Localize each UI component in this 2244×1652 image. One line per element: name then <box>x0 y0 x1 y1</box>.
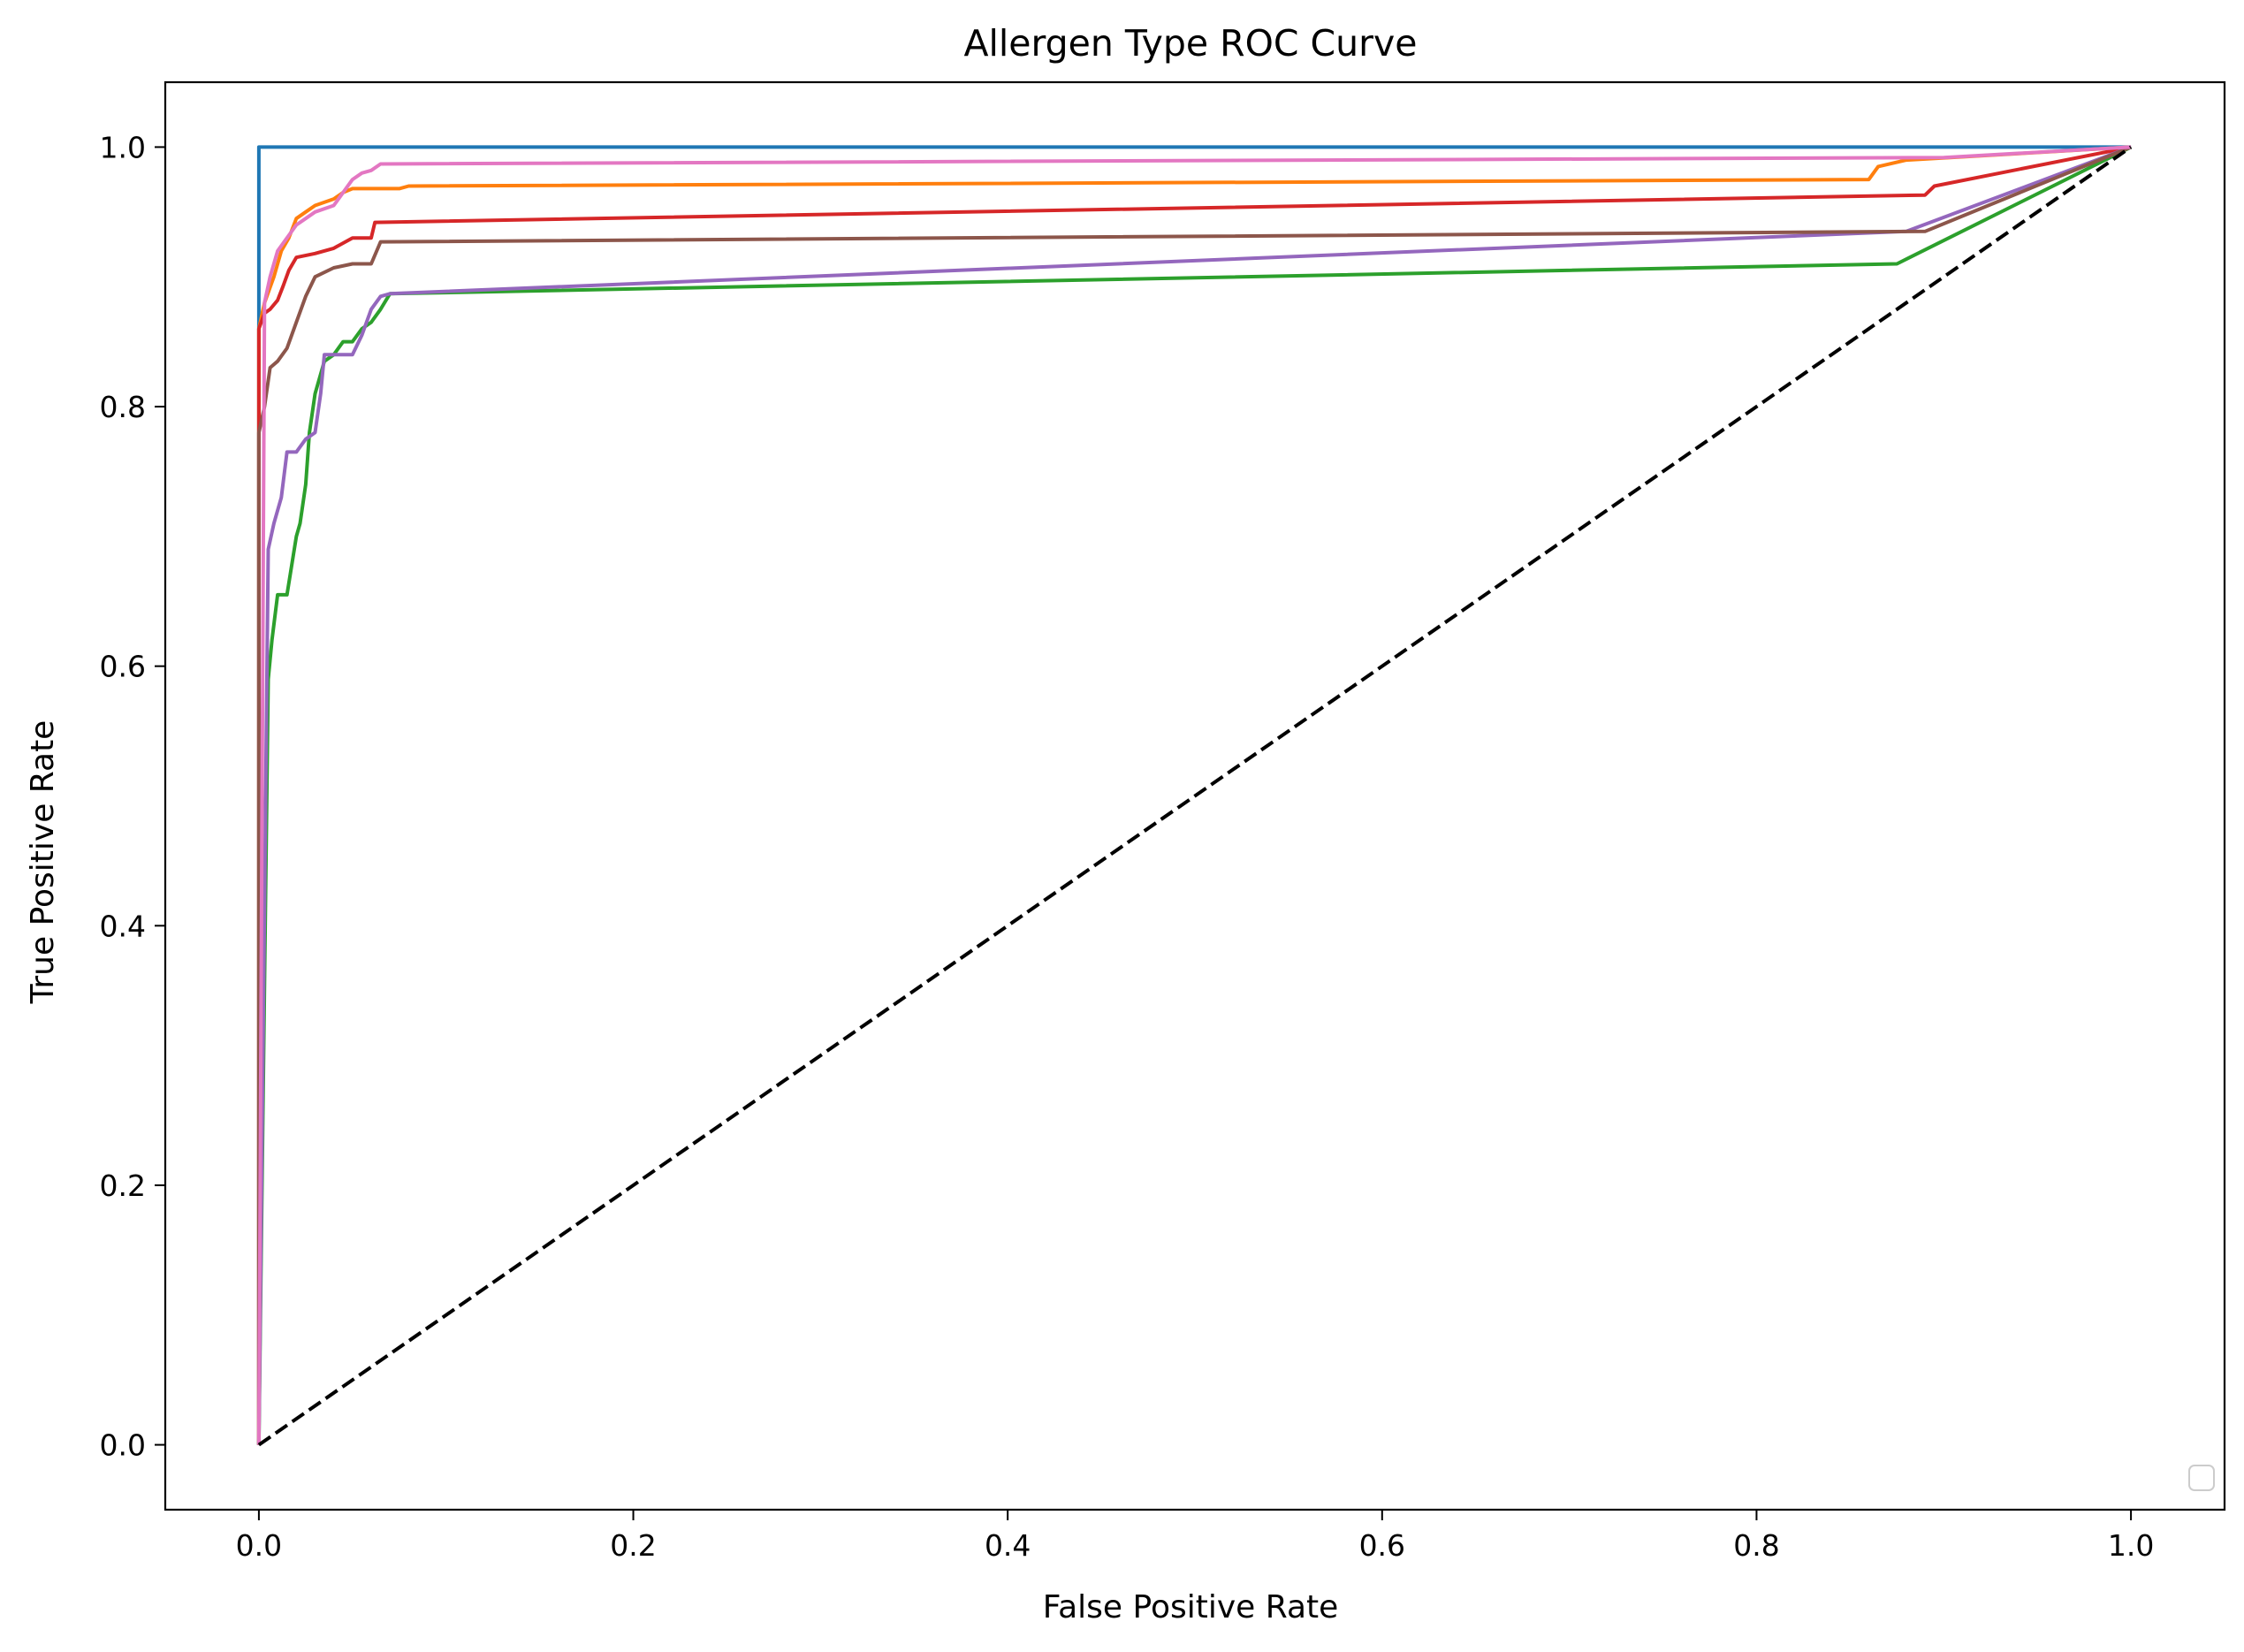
roc-series-line-7 <box>256 145 2132 1445</box>
y-tick-label: 0.2 <box>100 1169 146 1203</box>
legend-box <box>2188 1465 2215 1491</box>
roc-series-line-5 <box>256 145 2132 1445</box>
chart-title: Allergen Type ROC Curve <box>963 22 1417 65</box>
roc-series-line-2 <box>256 145 2132 1445</box>
axes-layer: 0.0 0.2 0.4 0.6 0.8 1.0 0.0 0.2 0.4 0.6 0.8 1.0 <box>100 80 2226 1563</box>
y-tick-label: 0.4 <box>100 909 146 943</box>
series-layer <box>256 145 2133 1447</box>
y-tick-label: 0.6 <box>100 650 146 684</box>
x-tick-label: 1.0 <box>2108 1528 2154 1563</box>
roc-series-line-3 <box>256 145 2132 1445</box>
x-tick-label: 0.0 <box>236 1528 282 1563</box>
y-tick-label: 0.0 <box>100 1428 146 1463</box>
legend <box>2188 1465 2215 1491</box>
x-tick-label: 0.2 <box>610 1528 656 1563</box>
y-tick-label: 0.8 <box>100 390 146 424</box>
roc-series-line-4 <box>256 145 2132 1445</box>
x-tick-label: 0.8 <box>1733 1528 1779 1563</box>
y-axis-title: True Positive Rate <box>25 720 61 1005</box>
x-tick-label: 0.6 <box>1359 1528 1405 1563</box>
chance-diagonal-line <box>257 145 2133 1447</box>
axes-frame <box>164 80 2226 1511</box>
x-tick-label: 0.4 <box>985 1528 1031 1563</box>
roc-series-line-6 <box>256 145 2132 1445</box>
x-axis-title: False Positive Rate <box>1043 1589 1339 1625</box>
y-tick-label: 1.0 <box>100 130 146 164</box>
